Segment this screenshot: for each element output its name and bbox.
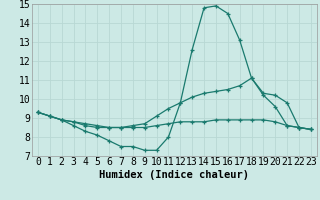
X-axis label: Humidex (Indice chaleur): Humidex (Indice chaleur) [100,170,249,180]
